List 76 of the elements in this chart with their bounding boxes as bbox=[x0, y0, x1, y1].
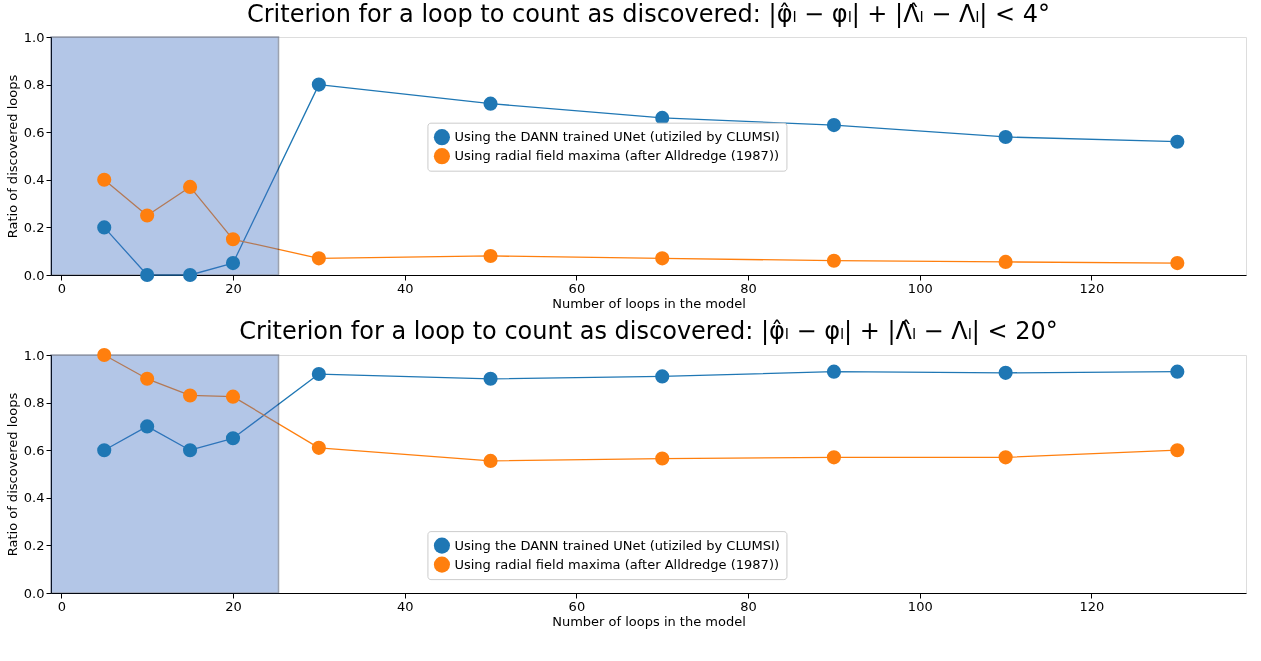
y-tick-label: 0.2 bbox=[23, 537, 45, 553]
point bbox=[998, 450, 1013, 465]
point bbox=[183, 179, 198, 194]
y-tick-label: 0.2 bbox=[23, 219, 45, 235]
y-tick-label: 0.8 bbox=[23, 395, 45, 411]
point bbox=[826, 118, 841, 133]
point bbox=[483, 96, 498, 111]
point bbox=[655, 110, 670, 125]
point bbox=[97, 347, 112, 363]
point bbox=[311, 366, 326, 382]
x-axis-title: Number of loops in the model bbox=[552, 295, 746, 311]
x-tick-label: 60 bbox=[568, 598, 586, 614]
point bbox=[97, 220, 112, 235]
point bbox=[183, 267, 198, 283]
point bbox=[483, 248, 498, 264]
point bbox=[225, 431, 241, 446]
point bbox=[655, 451, 670, 466]
point bbox=[826, 253, 841, 268]
point bbox=[1170, 134, 1185, 149]
point bbox=[183, 388, 198, 403]
y-tick-label: 0.0 bbox=[23, 267, 45, 283]
point bbox=[998, 129, 1013, 145]
x-tick-label: 120 bbox=[1079, 280, 1105, 296]
point bbox=[140, 371, 155, 386]
x-tick-label: 40 bbox=[396, 598, 414, 614]
point bbox=[826, 364, 841, 379]
point bbox=[311, 251, 326, 266]
x-tick-label: 100 bbox=[907, 598, 933, 614]
point bbox=[97, 443, 112, 458]
x-tick-label: 80 bbox=[740, 280, 757, 296]
point bbox=[183, 443, 198, 458]
x-axis-title: Number of loops in the model bbox=[552, 613, 746, 629]
x-tick-label: 120 bbox=[1079, 598, 1105, 614]
y-axis-title: Ratio of discovered loops bbox=[4, 392, 20, 557]
point bbox=[225, 256, 241, 271]
y-tick-label: 1.0 bbox=[23, 347, 45, 363]
point bbox=[1170, 364, 1185, 379]
point bbox=[1170, 443, 1185, 458]
legend-label: Using the DANN trained UNet (utiziled by CLUMSI) bbox=[454, 537, 780, 553]
chart-title: Criterion for a loop to count as discovered: |φ̂ₗ − φₗ| + |Λ̂ₗ − Λₗ| < 20° bbox=[239, 316, 1058, 345]
point bbox=[225, 232, 241, 247]
point bbox=[97, 172, 112, 187]
point bbox=[998, 365, 1013, 380]
y-tick-label: 0.6 bbox=[23, 442, 45, 458]
x-tick-label: 0 bbox=[57, 598, 66, 614]
x-tick-label: 40 bbox=[396, 280, 414, 296]
point bbox=[998, 254, 1013, 269]
y-tick-label: 1.0 bbox=[23, 29, 45, 45]
point bbox=[483, 371, 498, 386]
x-tick-label: 20 bbox=[225, 280, 242, 296]
point bbox=[225, 389, 241, 404]
point bbox=[826, 450, 841, 465]
point bbox=[140, 267, 155, 283]
point bbox=[483, 453, 498, 468]
x-tick-label: 60 bbox=[568, 280, 586, 296]
point bbox=[1170, 256, 1185, 271]
y-tick-label: 0.8 bbox=[23, 77, 45, 93]
point bbox=[655, 251, 670, 266]
x-tick-label: 0 bbox=[57, 280, 66, 296]
legend-label: Using radial field maxima (after Alldredge (1987)) bbox=[454, 148, 780, 164]
point bbox=[311, 77, 326, 92]
point bbox=[311, 440, 326, 455]
legend-label: Using the DANN trained UNet (utiziled by CLUMSI) bbox=[454, 129, 780, 145]
y-axis-title: Ratio of discovered loops bbox=[4, 74, 20, 239]
point bbox=[140, 208, 155, 223]
point bbox=[655, 369, 670, 384]
y-tick-label: 0.6 bbox=[23, 124, 45, 140]
x-tick-label: 100 bbox=[907, 280, 933, 296]
x-tick-label: 80 bbox=[740, 598, 757, 614]
chart-title: Criterion for a loop to count as discovered: |φ̂ₗ − φₗ| + |Λ̂ₗ − Λₗ| < 4° bbox=[246, 0, 1051, 28]
point bbox=[140, 419, 155, 434]
x-tick-label: 20 bbox=[225, 598, 242, 614]
legend-label: Using radial field maxima (after Alldredge (1987)) bbox=[454, 556, 780, 572]
y-tick-label: 0.4 bbox=[23, 172, 45, 188]
y-tick-label: 0.0 bbox=[23, 585, 45, 601]
y-tick-label: 0.4 bbox=[23, 490, 45, 506]
